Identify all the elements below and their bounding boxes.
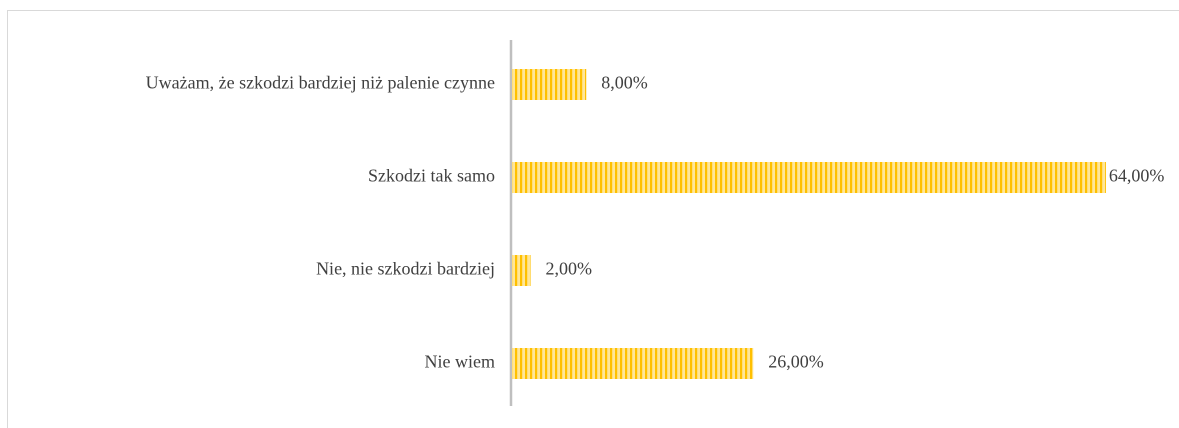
data-label: 2,00% (546, 259, 593, 279)
category-label: Nie wiem (425, 352, 495, 372)
data-label: 8,00% (601, 73, 648, 93)
category-label: Uważam, że szkodzi bardziej niż palenie … (146, 73, 495, 93)
bar (512, 348, 754, 379)
data-label: 26,00% (768, 352, 824, 372)
chart-border (7, 10, 1179, 428)
data-label: 64,00% (1109, 166, 1165, 186)
bar (512, 69, 587, 100)
bar (512, 162, 1106, 193)
category-label: Nie, nie szkodzi bardziej (316, 259, 495, 279)
category-label: Szkodzi tak samo (368, 166, 495, 186)
bar (512, 255, 531, 286)
